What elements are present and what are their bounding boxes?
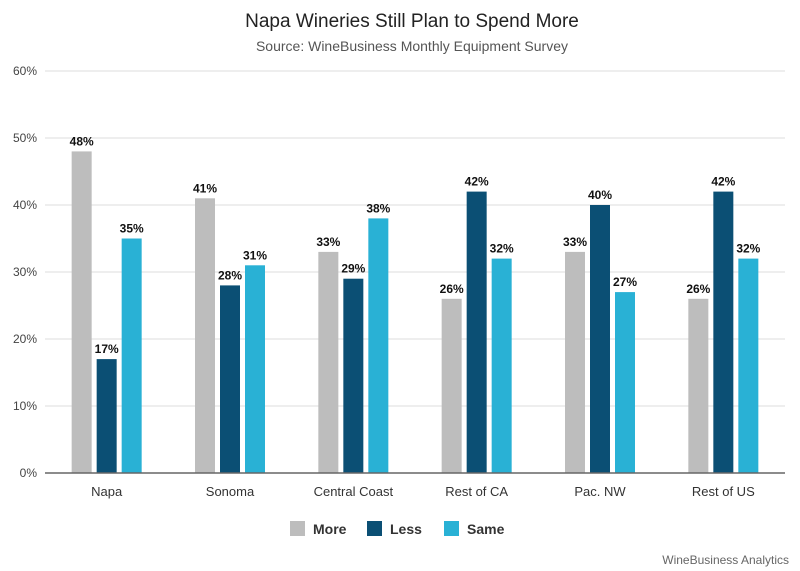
data-label: 32% [490,242,514,256]
x-tick-label: Rest of CA [445,484,508,499]
x-tick-label: Napa [91,484,123,499]
bar-more-2 [318,251,339,473]
data-label: 32% [736,242,760,256]
legend-swatch-more [290,521,305,536]
legend-label: Less [390,521,422,537]
data-label: 41% [193,181,217,195]
legend-label: More [313,521,347,537]
bars [71,151,759,474]
bar-same-2 [368,218,389,473]
footer-credit: WineBusiness Analytics [662,553,789,567]
y-tick-label: 0% [20,466,38,480]
data-label: 38% [366,201,390,215]
data-label: 26% [440,282,464,296]
data-label: 35% [120,222,144,236]
bar-more-1 [195,198,215,474]
data-label: 31% [243,248,267,262]
y-tick-label: 40% [13,198,37,212]
data-label: 40% [588,188,612,202]
y-tick-label: 30% [13,265,37,279]
data-label: 42% [711,175,735,189]
data-label: 33% [563,235,587,249]
bar-same-5 [738,258,759,473]
legend-swatch-same [444,521,459,536]
chart-title: Napa Wineries Still Plan to Spend More [245,11,579,32]
y-tick-label: 50% [13,131,37,145]
gridlines [45,70,785,407]
bar-same-3 [491,258,512,473]
legend: More Less Same [290,521,505,537]
data-label: 48% [70,134,94,148]
data-label: 42% [465,175,489,189]
x-tick-label: Central Coast [314,484,394,499]
y-tick-label: 20% [13,332,37,346]
bar-more-3 [441,298,462,473]
bar-same-4 [615,292,635,473]
bar-less-4 [590,205,610,473]
data-label: 27% [613,275,637,289]
x-tick-label: Rest of US [692,484,755,499]
bar-less-0 [96,359,117,473]
data-label: 26% [686,282,710,296]
y-axis-ticks: 0% 10% 20% 30% 40% 50% 60% [13,64,37,480]
bar-more-4 [565,251,585,473]
bar-same-0 [121,238,142,473]
bar-less-3 [466,191,487,473]
x-tick-label: Sonoma [206,484,255,499]
x-tick-label: Pac. NW [574,484,626,499]
bar-less-5 [713,191,734,473]
chart-subtitle: Source: WineBusiness Monthly Equipment S… [256,38,568,54]
y-tick-label: 60% [13,64,37,78]
bar-less-2 [343,278,364,473]
legend-label: Same [467,521,505,537]
bar-more-0 [71,151,92,473]
data-labels: 48%17%35%41%28%31%33%29%38%26%42%32% 33%4… [70,134,761,356]
data-label: 29% [341,262,365,276]
bar-same-1 [245,265,265,473]
x-axis-ticks: Napa Sonoma Central Coast Rest of CA Pac. NW… [91,484,755,499]
y-tick-label: 10% [13,399,37,413]
bar-less-1 [220,285,240,473]
data-label: 28% [218,268,242,282]
data-label: 17% [95,342,119,356]
data-label: 33% [316,235,340,249]
bar-more-5 [688,298,709,473]
legend-swatch-less [367,521,382,536]
